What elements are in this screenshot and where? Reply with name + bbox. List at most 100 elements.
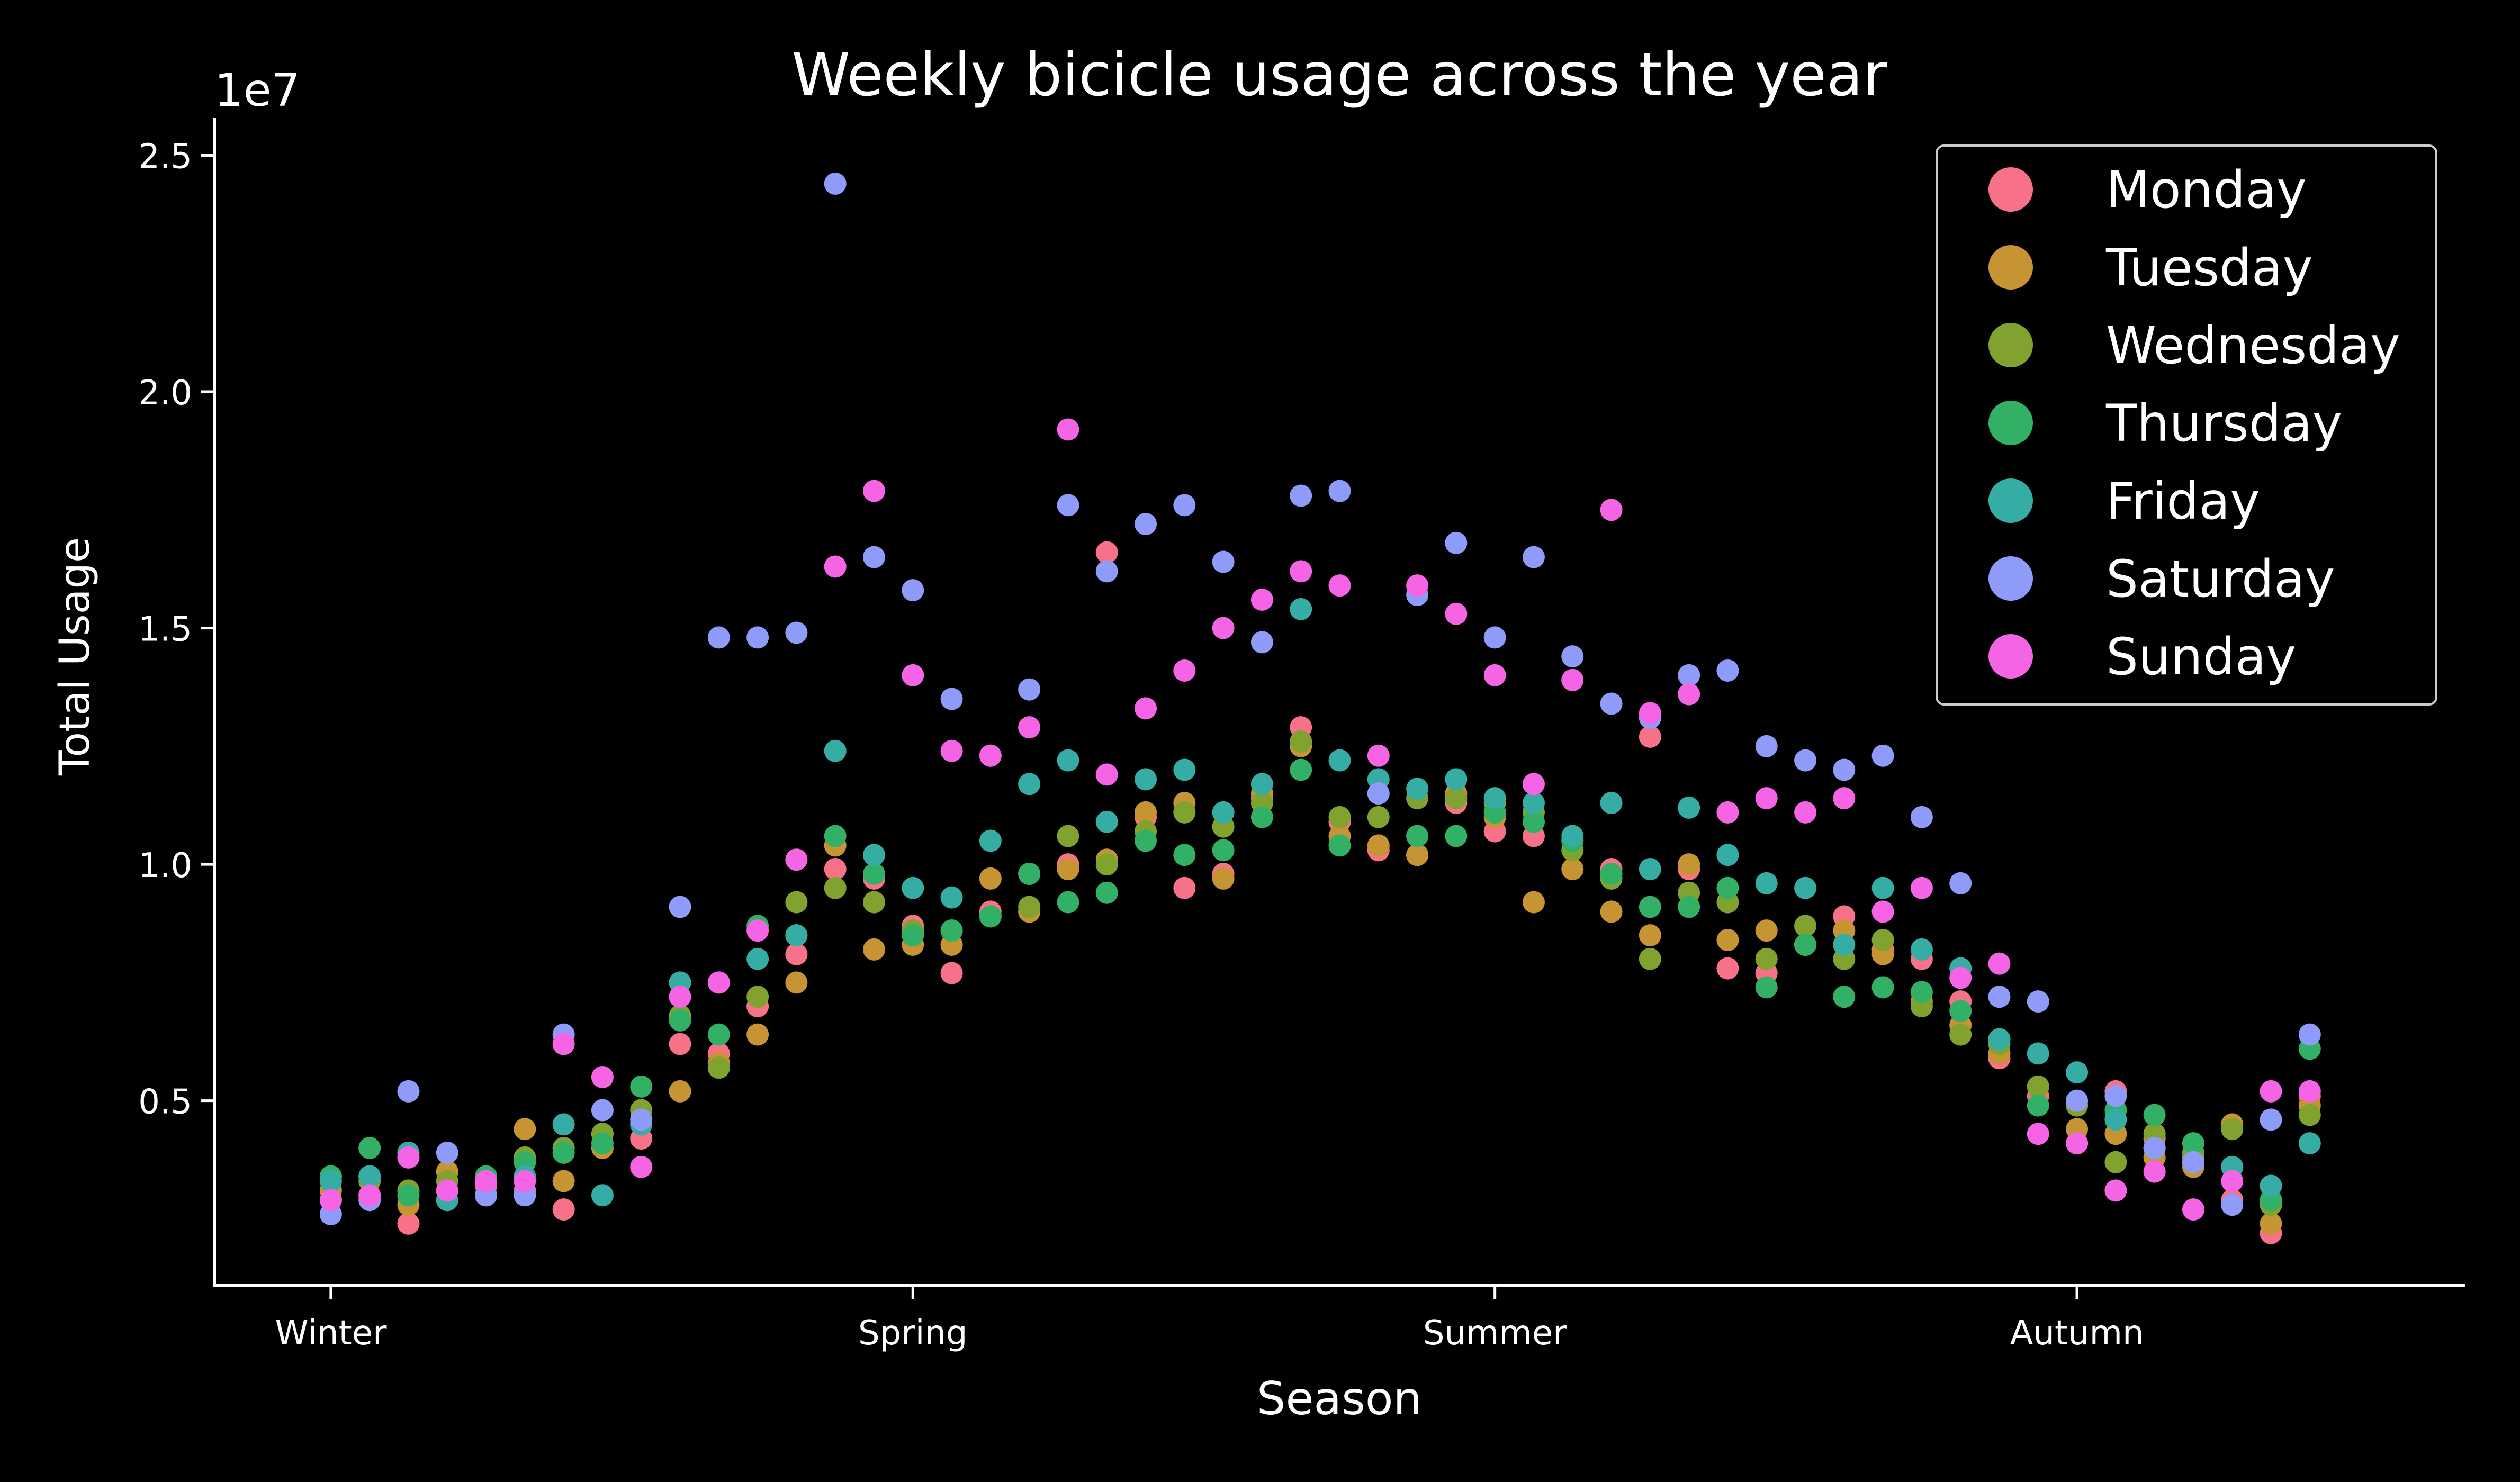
point-sunday bbox=[1716, 801, 1739, 824]
y-offset-label: 1e7 bbox=[214, 64, 300, 117]
point-sunday bbox=[1250, 588, 1273, 611]
point-saturday bbox=[1173, 494, 1196, 517]
point-sunday bbox=[1057, 418, 1079, 441]
point-sunday bbox=[1328, 574, 1351, 597]
point-saturday bbox=[1755, 735, 1778, 757]
point-tuesday bbox=[785, 971, 808, 994]
point-tuesday bbox=[1135, 801, 1157, 824]
y-tick-label: 1.0 bbox=[138, 846, 192, 885]
point-tuesday bbox=[1406, 844, 1429, 866]
point-thursday bbox=[1212, 839, 1235, 862]
point-friday bbox=[1794, 876, 1817, 899]
point-sunday bbox=[979, 744, 1002, 767]
point-monday bbox=[1639, 725, 1661, 748]
point-saturday bbox=[2066, 1089, 2089, 1112]
point-tuesday bbox=[1057, 858, 1079, 881]
legend-label-tuesday: Tuesday bbox=[2105, 238, 2313, 297]
point-tuesday bbox=[1755, 919, 1778, 942]
point-friday bbox=[1018, 773, 1041, 796]
point-saturday bbox=[1678, 664, 1700, 686]
point-thursday bbox=[1871, 976, 1894, 999]
point-saturday bbox=[591, 1099, 614, 1122]
point-sunday bbox=[1095, 763, 1118, 786]
point-friday bbox=[902, 876, 924, 899]
point-monday bbox=[824, 858, 847, 881]
point-wednesday bbox=[824, 876, 847, 899]
point-friday bbox=[1406, 778, 1429, 800]
point-saturday bbox=[1522, 546, 1545, 568]
point-thursday bbox=[669, 1009, 691, 1032]
point-saturday bbox=[1949, 872, 1972, 894]
point-sunday bbox=[1522, 773, 1545, 796]
point-wednesday bbox=[1290, 730, 1312, 753]
point-tuesday bbox=[979, 867, 1002, 890]
point-saturday bbox=[824, 173, 847, 195]
point-thursday bbox=[1910, 981, 1933, 1004]
point-friday bbox=[1095, 810, 1118, 833]
point-wednesday bbox=[785, 891, 808, 914]
point-thursday bbox=[2182, 1132, 2204, 1155]
point-saturday bbox=[1250, 631, 1273, 654]
legend-marker-monday bbox=[1988, 167, 2033, 212]
point-friday bbox=[940, 886, 963, 909]
point-wednesday bbox=[746, 986, 769, 1008]
point-thursday bbox=[1057, 891, 1079, 914]
point-friday bbox=[1212, 801, 1235, 824]
point-saturday bbox=[862, 546, 885, 568]
point-thursday bbox=[591, 1132, 614, 1155]
y-tick-label: 1.5 bbox=[138, 610, 192, 649]
point-tuesday bbox=[1678, 853, 1700, 876]
x-tick-label: Autumn bbox=[2010, 1314, 2144, 1353]
point-wednesday bbox=[2298, 1104, 2321, 1126]
point-friday bbox=[1483, 787, 1506, 810]
point-sunday bbox=[319, 1189, 342, 1212]
point-saturday bbox=[2143, 1136, 2166, 1159]
point-sunday bbox=[514, 1170, 536, 1192]
point-tuesday bbox=[1212, 867, 1235, 890]
point-saturday bbox=[1290, 484, 1312, 507]
point-saturday bbox=[2260, 1108, 2282, 1131]
point-friday bbox=[746, 947, 769, 970]
point-friday bbox=[1522, 792, 1545, 815]
y-tick-label: 2.0 bbox=[138, 374, 192, 413]
y-tick-label: 2.5 bbox=[138, 137, 192, 176]
point-saturday bbox=[1561, 645, 1584, 668]
point-saturday bbox=[2182, 1151, 2204, 1173]
point-saturday bbox=[1212, 550, 1235, 573]
point-sunday bbox=[1173, 659, 1196, 682]
point-monday bbox=[552, 1198, 575, 1221]
point-thursday bbox=[2143, 1104, 2166, 1126]
legend-marker-saturday bbox=[1988, 556, 2033, 601]
point-sunday bbox=[1794, 801, 1817, 824]
data-points bbox=[319, 173, 2321, 1244]
legend-marker-friday bbox=[1988, 478, 2033, 523]
point-friday bbox=[2066, 1061, 2089, 1084]
point-sunday bbox=[591, 1066, 614, 1089]
point-thursday bbox=[1833, 986, 1856, 1008]
point-sunday bbox=[1018, 716, 1041, 739]
y-axis-ticks: 0.5 1.0 1.5 2.0 2.5 bbox=[138, 137, 214, 1122]
legend-label-monday: Monday bbox=[2106, 160, 2307, 220]
point-sunday bbox=[940, 739, 963, 762]
point-tuesday bbox=[1522, 891, 1545, 914]
point-friday bbox=[1290, 598, 1312, 620]
point-sunday bbox=[1949, 966, 1972, 989]
point-friday bbox=[1445, 768, 1468, 791]
point-wednesday bbox=[1018, 896, 1041, 918]
point-friday bbox=[2027, 1042, 2049, 1065]
point-saturday bbox=[1328, 480, 1351, 502]
point-saturday bbox=[1600, 692, 1623, 715]
point-wednesday bbox=[1095, 853, 1118, 876]
point-wednesday bbox=[1367, 806, 1390, 828]
point-friday bbox=[1600, 792, 1623, 815]
point-friday bbox=[1678, 796, 1700, 819]
point-friday bbox=[1135, 768, 1157, 791]
point-friday bbox=[1328, 749, 1351, 772]
point-tuesday bbox=[1561, 858, 1584, 881]
series-saturday bbox=[319, 173, 2321, 1226]
legend-label-sunday: Sunday bbox=[2106, 627, 2296, 686]
point-sunday bbox=[1910, 876, 1933, 899]
point-saturday bbox=[2221, 1194, 2244, 1216]
point-sunday bbox=[1988, 952, 2011, 975]
